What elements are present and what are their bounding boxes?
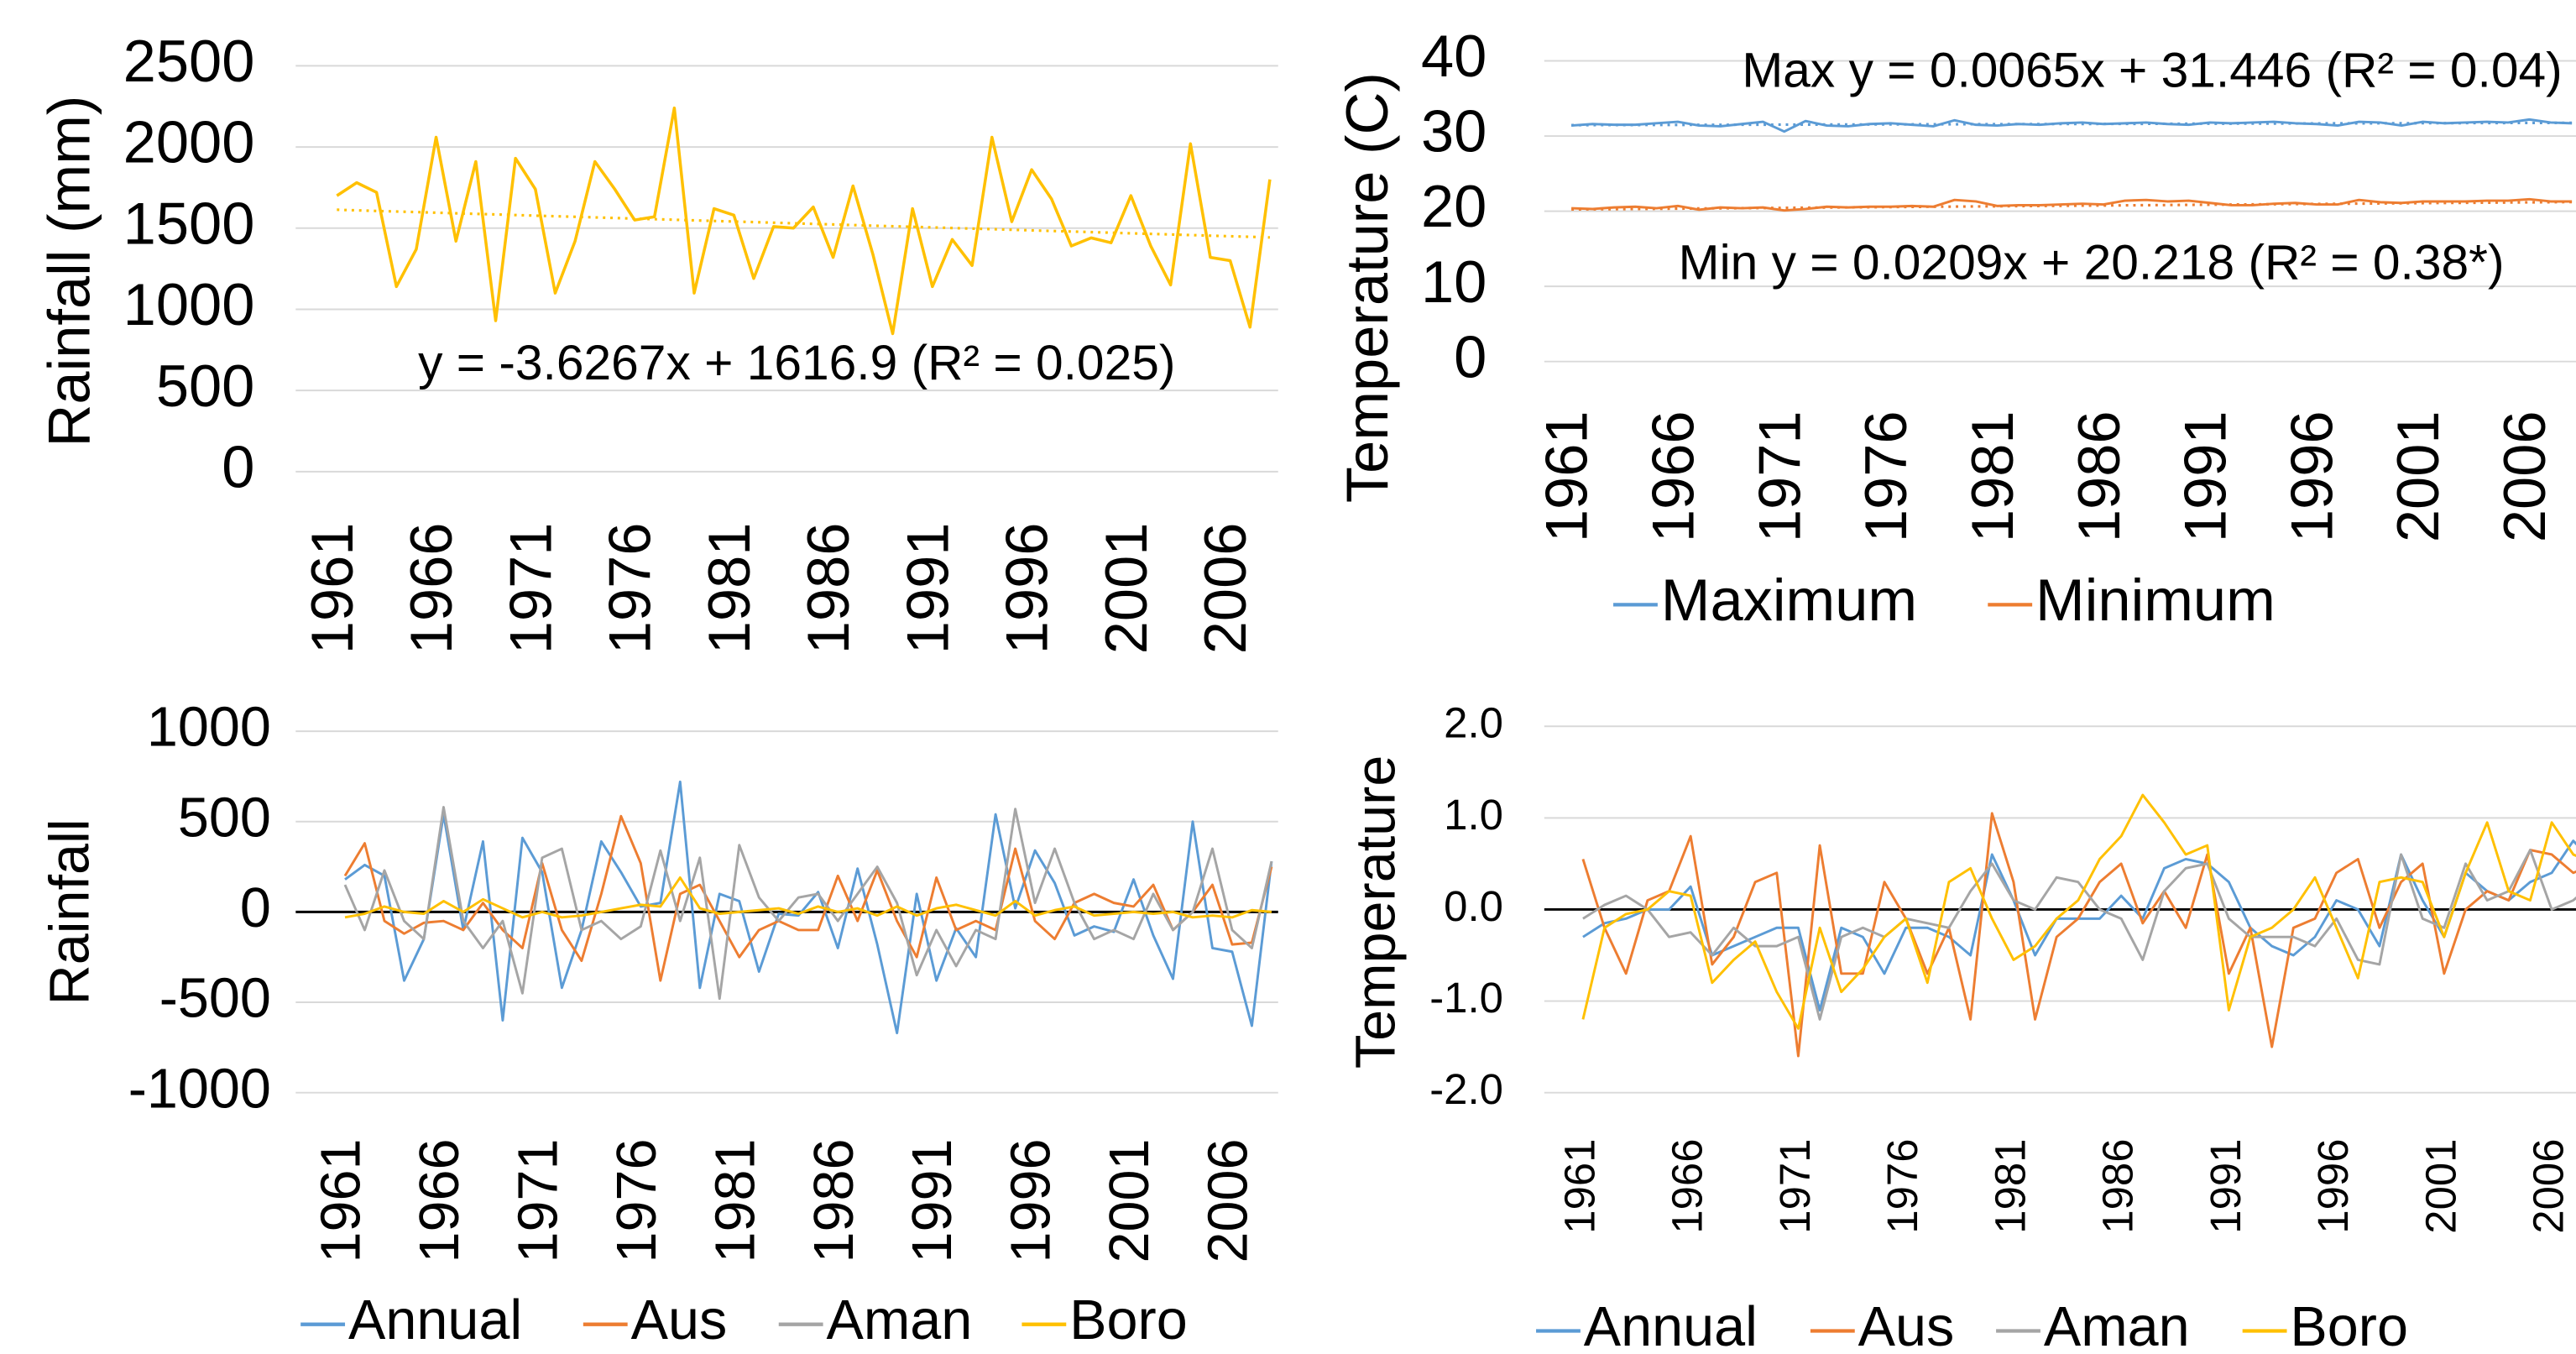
y-axis-label: Rainfall (mm)	[36, 96, 102, 447]
x-tick-label: 1986	[795, 523, 861, 655]
y-tick-label: 0	[222, 433, 254, 499]
data-line	[336, 106, 1272, 336]
x-tick-label: 1971	[497, 523, 563, 655]
x-tick-label: 2006	[2491, 410, 2558, 542]
legend-label: Minimum	[2035, 567, 2276, 633]
x-tick-label: 2006	[2525, 1138, 2573, 1233]
x-tick-label: 2001	[2385, 410, 2451, 542]
y-tick-label: 500	[156, 353, 255, 419]
x-tick-label: 1991	[901, 1138, 964, 1263]
data-line	[344, 780, 1273, 1035]
x-tick-label: 1981	[1959, 410, 2025, 542]
x-tick-label: 1996	[2309, 1138, 2357, 1233]
y-tick-label: 1.0	[1444, 791, 1503, 839]
x-tick-label: 1996	[2278, 410, 2344, 542]
x-tick-label: 2001	[1093, 523, 1159, 655]
x-tick-label: 1971	[1771, 1138, 1819, 1233]
legend-label: Maximum	[1661, 567, 1917, 633]
legend-label: Aus	[631, 1289, 728, 1351]
data-line	[1581, 812, 2576, 1058]
x-tick-label: 1966	[409, 1138, 471, 1263]
x-tick-label: 1986	[2066, 410, 2132, 542]
x-tick-label: 2001	[2417, 1138, 2464, 1233]
x-tick-label: 1961	[1555, 1138, 1603, 1233]
y-tick-label: 2000	[123, 109, 255, 175]
x-tick-label: 1966	[398, 523, 464, 655]
y-axis-label: Temperature	[1345, 755, 1408, 1069]
trendline	[337, 208, 1270, 239]
y-axis-label: Temperature (C)	[1334, 72, 1400, 503]
x-tick-label: 1966	[1640, 410, 1706, 542]
data-line	[1571, 197, 2573, 212]
x-tick-label: 1976	[1852, 410, 1919, 542]
data-line	[1582, 839, 2576, 1012]
x-tick-label: 1991	[2202, 1138, 2249, 1233]
y-tick-label: 1000	[123, 271, 255, 337]
y-tick-label: 500	[178, 787, 271, 849]
data-line	[344, 876, 1272, 919]
legend-label: Annual	[1584, 1296, 1758, 1354]
x-tick-label: 1966	[1664, 1138, 1711, 1233]
x-tick-label: 1961	[299, 523, 365, 655]
legend-label: Aus	[1858, 1296, 1955, 1354]
x-tick-label: 1971	[1746, 410, 1812, 542]
trend-equation: Min y = 0.0209x + 20.218 (R² = 0.38*)	[1679, 236, 2505, 290]
x-tick-label: 1981	[696, 523, 762, 655]
x-tick-label: 1996	[994, 523, 1060, 655]
y-tick-label: 10	[1421, 248, 1487, 315]
x-tick-label: 2006	[1198, 1138, 1260, 1263]
y-tick-label: 20	[1421, 173, 1487, 239]
legend-label: Aman	[827, 1289, 973, 1351]
data-line	[1582, 849, 2576, 1021]
y-tick-label: 1500	[123, 190, 255, 256]
y-tick-label: -1000	[128, 1058, 271, 1120]
x-tick-label: 1996	[1001, 1138, 1063, 1263]
data-line	[1581, 793, 2576, 1030]
legend-label: Annual	[348, 1289, 522, 1351]
trend-equation: Max y = 0.0065x + 31.446 (R² = 0.04)	[1742, 44, 2562, 98]
x-tick-label: 1981	[1986, 1138, 2034, 1233]
y-tick-label: 1000	[147, 697, 271, 759]
x-tick-label: 1971	[507, 1138, 569, 1263]
x-tick-label: 2001	[1099, 1138, 1161, 1263]
trend-equation: y = -3.6267x + 1616.9 (R² = 0.025)	[418, 336, 1175, 390]
x-tick-label: 1986	[2094, 1138, 2142, 1233]
y-tick-label: 0.0	[1444, 882, 1503, 930]
x-tick-label: 1981	[704, 1138, 766, 1263]
x-tick-label: 1976	[1878, 1138, 1926, 1233]
y-tick-label: 0	[1454, 323, 1487, 389]
y-tick-label: 0	[240, 877, 271, 939]
x-tick-label: 1976	[597, 523, 663, 655]
x-tick-label: 1961	[1534, 410, 1600, 542]
x-tick-label: 2006	[1192, 523, 1258, 655]
data-line	[1570, 118, 2573, 133]
y-tick-label: 40	[1421, 23, 1487, 89]
y-tick-label: 2.0	[1444, 699, 1503, 747]
x-tick-label: 1961	[311, 1138, 373, 1263]
y-tick-label: -2.0	[1429, 1065, 1503, 1113]
y-tick-label: -1.0	[1429, 974, 1503, 1022]
x-tick-label: 1986	[803, 1138, 865, 1263]
x-tick-label: 1991	[894, 523, 960, 655]
x-tick-label: 1976	[606, 1138, 668, 1263]
y-axis-label: Rainfall	[39, 818, 102, 1005]
y-tick-label: -500	[159, 968, 271, 1030]
legend-label: Boro	[2290, 1296, 2408, 1354]
y-tick-label: 30	[1421, 98, 1487, 165]
legend-label: Aman	[2044, 1296, 2190, 1354]
y-tick-label: 2500	[123, 28, 255, 94]
legend-label: Boro	[1069, 1289, 1188, 1351]
x-tick-label: 1991	[2172, 410, 2239, 542]
data-line	[343, 806, 1273, 1001]
